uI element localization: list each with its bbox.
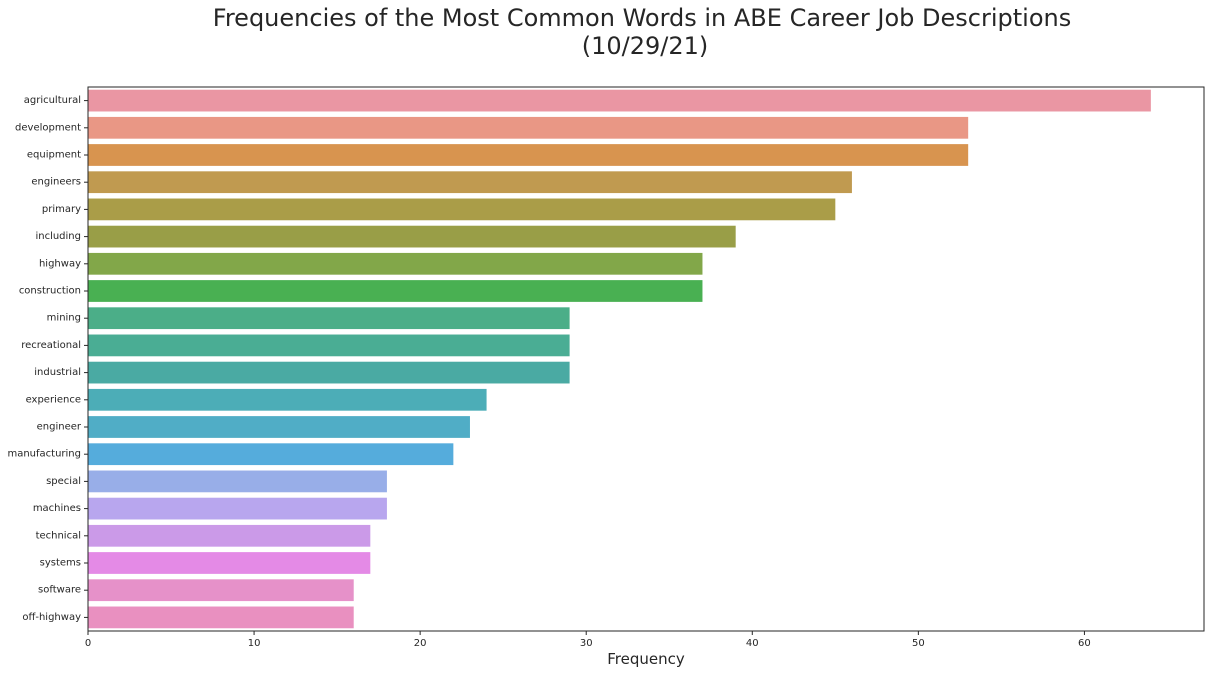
y-axis-ticks: agricultural development equipment engineer… <box>7 95 88 623</box>
x-axis-label: Frequency <box>607 650 685 668</box>
y-tick-label: experience <box>26 394 81 405</box>
x-tick-label: 10 <box>248 638 261 649</box>
chart-title-line-2: (10/29/21) <box>582 32 709 60</box>
y-tick-label: industrial <box>34 367 81 378</box>
bar-engineers <box>88 171 852 194</box>
bar-equipment <box>88 144 969 166</box>
chart-title-line-1: Frequencies of the Most Common Words in … <box>213 4 1071 32</box>
x-tick-label: 30 <box>580 638 593 649</box>
bar-systems <box>88 552 371 574</box>
bar-off-highway <box>88 606 354 629</box>
bar-manufacturing <box>88 443 454 466</box>
bar-agricultural <box>88 89 1151 112</box>
bar-construction <box>88 280 703 302</box>
y-tick-label: recreational <box>21 340 81 351</box>
bars-group <box>88 89 1151 629</box>
bar-industrial <box>88 361 570 384</box>
y-tick-label: development <box>15 122 81 133</box>
x-tick-label: 40 <box>746 638 759 649</box>
plot-frame <box>87 86 1205 632</box>
y-tick-label: engineer <box>37 422 82 433</box>
y-tick-label: engineers <box>31 177 81 188</box>
y-tick-label: agricultural <box>24 95 81 106</box>
bar-machines <box>88 497 387 520</box>
bar-mining <box>88 307 570 330</box>
bar-recreational <box>88 334 570 357</box>
y-tick-label: mining <box>47 313 81 324</box>
y-tick-label: primary <box>42 204 81 215</box>
x-tick-label: 50 <box>912 638 925 649</box>
x-tick-label: 0 <box>85 638 91 649</box>
bar-technical <box>88 524 371 547</box>
y-tick-label: equipment <box>27 150 81 161</box>
y-tick-label: systems <box>40 558 81 569</box>
y-tick-label: off-highway <box>22 612 81 623</box>
bar-including <box>88 225 736 248</box>
y-tick-label: construction <box>19 286 81 297</box>
y-tick-label: technical <box>36 530 81 541</box>
bar-software <box>88 579 354 602</box>
bar-development <box>88 116 969 139</box>
y-tick-label: machines <box>33 503 81 514</box>
bar-highway <box>88 252 703 275</box>
y-tick-label: software <box>38 585 81 596</box>
x-axis-ticks: 0 10 20 30 40 50 60 <box>85 631 1091 649</box>
y-tick-label: special <box>46 476 81 487</box>
bar-experience <box>88 388 487 411</box>
y-tick-label: manufacturing <box>7 449 81 460</box>
x-tick-label: 20 <box>414 638 427 649</box>
bar-special <box>88 470 387 493</box>
y-tick-label: highway <box>39 258 81 269</box>
x-tick-label: 60 <box>1078 638 1091 649</box>
bar-primary <box>88 198 836 221</box>
y-tick-label: including <box>35 231 81 242</box>
bar-engineer <box>88 416 470 438</box>
